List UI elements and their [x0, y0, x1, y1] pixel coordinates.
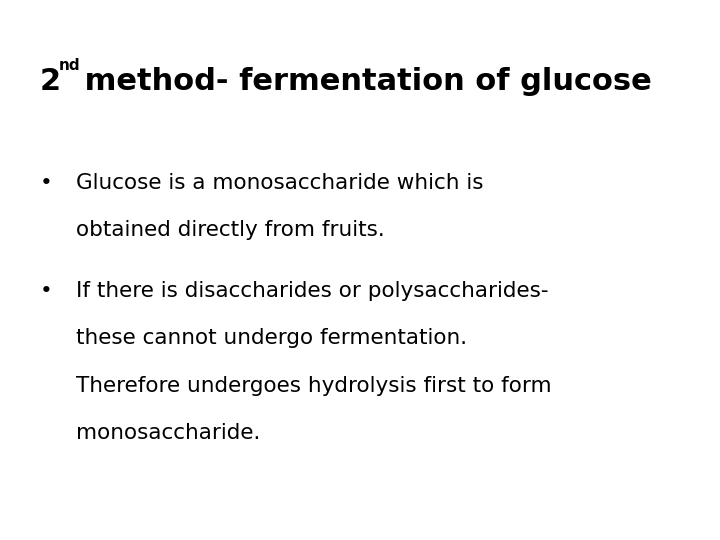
Text: nd: nd	[58, 58, 80, 73]
Text: If there is disaccharides or polysaccharides-: If there is disaccharides or polysacchar…	[76, 281, 548, 301]
Text: obtained directly from fruits.: obtained directly from fruits.	[76, 220, 384, 240]
Text: method- fermentation of glucose: method- fermentation of glucose	[74, 68, 652, 97]
Text: these cannot undergo fermentation.: these cannot undergo fermentation.	[76, 328, 467, 348]
Text: •: •	[40, 281, 53, 301]
Text: monosaccharide.: monosaccharide.	[76, 423, 260, 443]
Text: Glucose is a monosaccharide which is: Glucose is a monosaccharide which is	[76, 173, 483, 193]
Text: Therefore undergoes hydrolysis first to form: Therefore undergoes hydrolysis first to …	[76, 376, 552, 396]
Text: •: •	[40, 173, 53, 193]
Text: 2: 2	[40, 68, 60, 97]
